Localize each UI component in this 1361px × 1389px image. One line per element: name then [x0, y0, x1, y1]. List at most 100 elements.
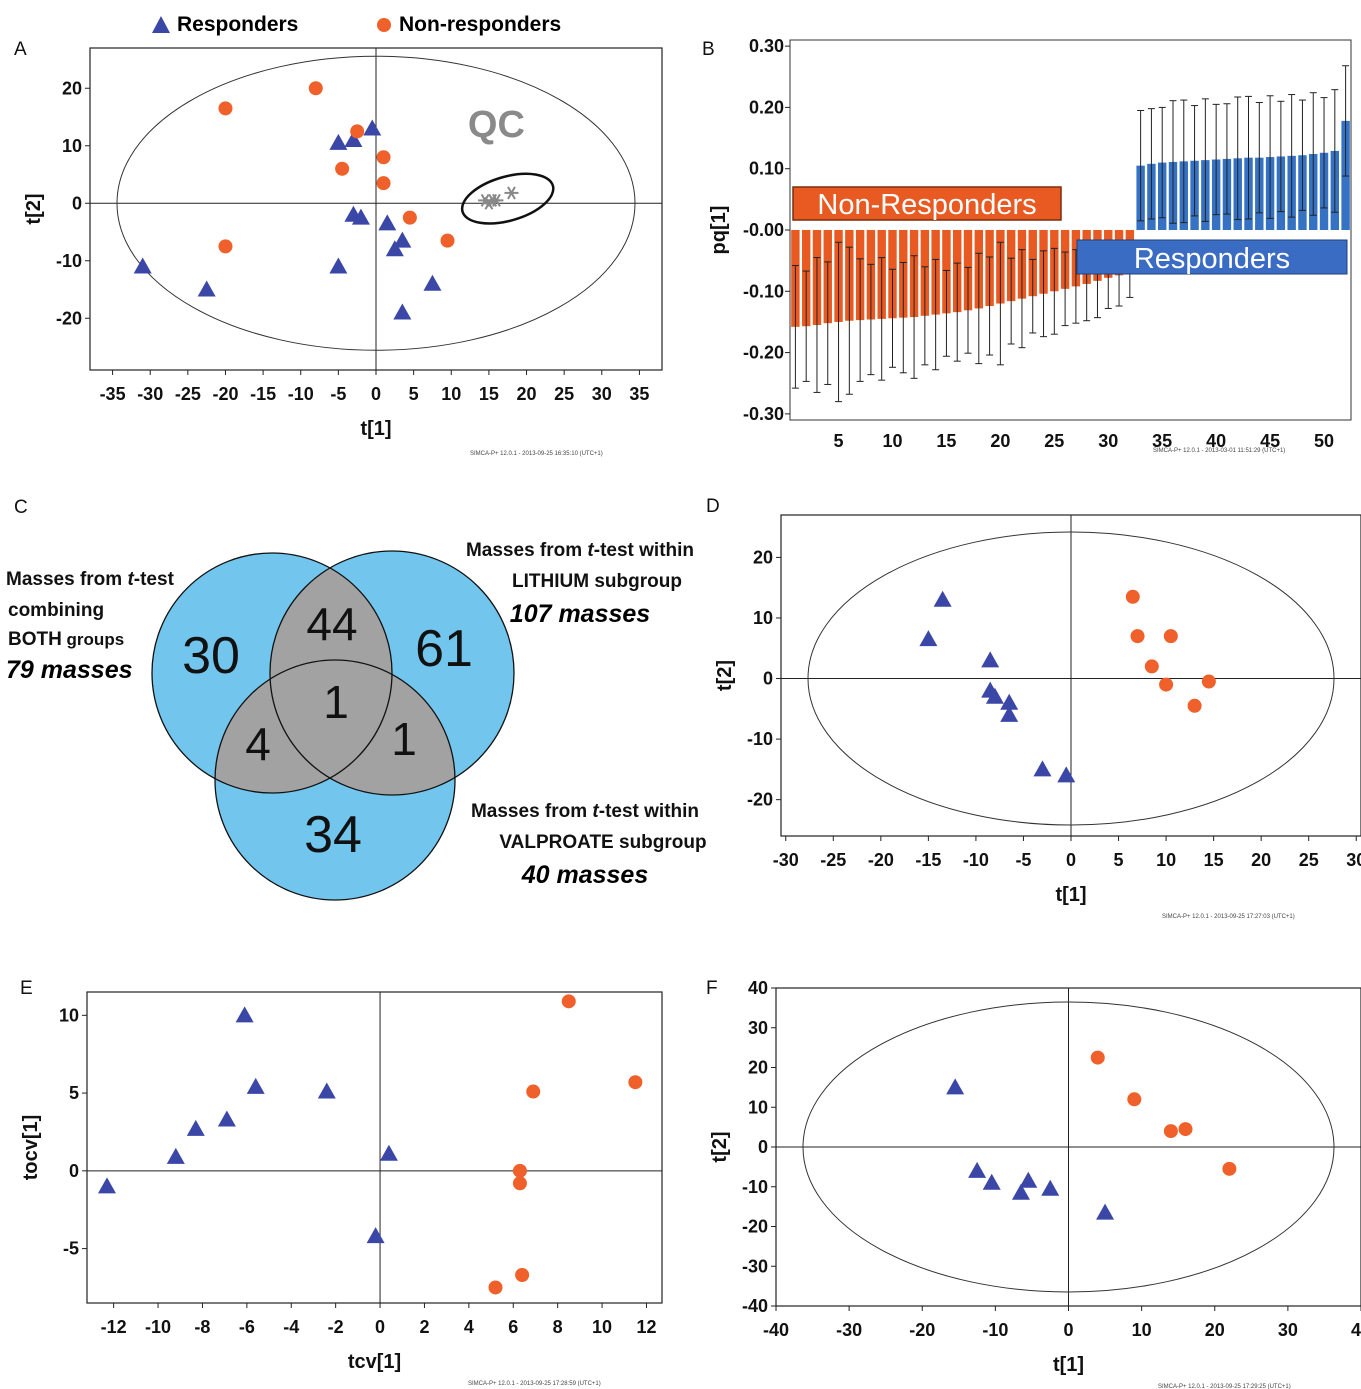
y-tick-label: 10 — [62, 136, 82, 156]
responder-point — [166, 1147, 185, 1164]
y-tick-label: -30 — [742, 1256, 768, 1276]
x-tick-label: 40 — [1206, 431, 1226, 451]
x-tick-label: 20 — [990, 431, 1010, 451]
responders-box — [1076, 239, 1348, 275]
responder-point — [393, 231, 412, 248]
non-responder-point — [628, 1075, 643, 1090]
non-responder-point — [308, 81, 323, 96]
y-tick-label: 20 — [753, 547, 773, 567]
panel-a: A -35 -30 -25 -20 -15 -10 -5 0 5 10 15 20 25 30 35 -20 -1… — [14, 39, 663, 457]
responder-point — [97, 1177, 116, 1194]
panel-b: B -0.30 -0.20 -0.10 -0.00 0.10 0.20 0.30 5 10 15 20… — [702, 36, 1352, 454]
y-axis-label: t[2] — [709, 1131, 731, 1162]
responder-point — [235, 1006, 254, 1023]
non-responder-point — [561, 994, 576, 1009]
responder-point — [985, 687, 1004, 704]
qc-star-stroke — [480, 193, 490, 207]
non-responder-point — [335, 161, 350, 176]
venn-note-part: t — [127, 569, 134, 590]
responder-point — [379, 1144, 398, 1161]
x-tick-label: -25 — [175, 384, 201, 404]
responder-point — [317, 1082, 336, 1099]
x-tick-label: 8 — [553, 1317, 563, 1337]
venn-count-valproate-only: 34 — [304, 806, 362, 864]
non-responder-point — [1090, 1050, 1105, 1065]
responder-point — [423, 274, 442, 291]
venn-note-valproate-line2: VALPROATE subgroup — [499, 832, 706, 853]
x-tick-label: 20 — [1205, 1320, 1225, 1340]
x-tick-label: 6 — [508, 1317, 518, 1337]
software-stamp: SIMCA-P+ 12.0.1 - 2013-03-01 11:51:29 (U… — [1153, 448, 1285, 454]
x-tick-label: -5 — [1015, 850, 1031, 870]
x-tick-label: -20 — [212, 384, 238, 404]
x-tick-label: 25 — [554, 384, 574, 404]
software-stamp: SIMCA-P+ 12.0.1 - 2013-09-25 17:29:25 (U… — [1158, 1384, 1291, 1389]
x-tick-label: -25 — [820, 850, 846, 870]
non-responder-point — [376, 150, 391, 165]
non-responders-box-label: Non-Responders — [817, 189, 1036, 221]
y-tick-label: -0.10 — [743, 281, 784, 301]
venn-count-both-valproate: 4 — [245, 718, 271, 770]
qc-point — [504, 186, 519, 200]
y-tick-label: 10 — [753, 608, 773, 628]
x-axis-label: tcv[1] — [348, 1351, 401, 1373]
venn-note-valproate-line1: Masses from t-test within — [471, 801, 699, 822]
panel-letter: B — [702, 39, 715, 60]
venn-note-part: subgroup — [589, 571, 682, 592]
hotelling-ellipse — [802, 1001, 1335, 1293]
venn-note-part: groups — [62, 630, 124, 649]
responder-point — [197, 280, 216, 297]
x-axis-label: t[1] — [1055, 884, 1086, 906]
responder-point — [351, 208, 370, 225]
non-responder-point — [512, 1163, 527, 1178]
venn-note-part: VALPROATE — [499, 832, 613, 853]
non-responder-point — [1222, 1161, 1237, 1176]
x-tick-label: 30 — [1346, 850, 1361, 870]
x-tick-label: 25 — [1299, 850, 1319, 870]
venn-note-part: combining — [8, 600, 104, 621]
venn-set-outline — [269, 550, 515, 796]
responder-point — [133, 257, 152, 274]
x-tick-label: -15 — [250, 384, 276, 404]
x-tick-label: 20 — [517, 384, 537, 404]
venn-note-part: t — [587, 540, 594, 561]
x-tick-label: -4 — [283, 1317, 299, 1337]
non-responder-point — [440, 233, 455, 248]
x-tick-label: -15 — [915, 850, 941, 870]
x-tick-label: 30 — [592, 384, 612, 404]
non-responder-point — [402, 210, 417, 225]
y-axis-label: t[2] — [714, 660, 736, 691]
y-tick-label: -0.00 — [743, 220, 784, 240]
x-tick-label: -5 — [330, 384, 346, 404]
y-tick-label: 20 — [62, 78, 82, 98]
responder-point — [919, 630, 938, 647]
y-tick-label: 0 — [763, 669, 773, 689]
panel-e: E -12 -10 -8 -6 -4 -2 0 2 4 6 8 10 12 -5 0 5 10 tcv[1] tocv… — [20, 978, 663, 1387]
x-tick-label: -20 — [909, 1320, 935, 1340]
responder-point — [1000, 705, 1019, 722]
venn-note-both-line3: BOTH groups — [8, 629, 124, 650]
x-tick-label: 10 — [1156, 850, 1176, 870]
venn-count-both-lithium: 44 — [306, 598, 357, 650]
responder-point — [981, 651, 1000, 668]
x-tick-label: 50 — [1314, 431, 1334, 451]
y-tick-label: 30 — [748, 1018, 768, 1038]
non-responder-point — [512, 1176, 527, 1191]
venn-note-lithium-line2: LITHIUM subgroup — [512, 571, 682, 592]
non-responder-point — [218, 101, 233, 116]
panel-letter: D — [706, 496, 720, 517]
responder-point — [329, 133, 348, 150]
responder-point — [1000, 693, 1019, 710]
x-tick-label: 10 — [1132, 1320, 1152, 1340]
responder-point — [933, 590, 952, 607]
x-tick-label: 12 — [636, 1317, 656, 1337]
x-tick-label: 15 — [936, 431, 956, 451]
software-stamp: SIMCA-P+ 12.0.1 - 2013-09-25 17:28:59 (U… — [468, 1381, 601, 1387]
non-responders-box — [792, 186, 1062, 221]
x-tick-label: -20 — [868, 850, 894, 870]
y-tick-label: 10 — [748, 1097, 768, 1117]
non-responder-point — [218, 239, 233, 254]
responder-point — [363, 119, 382, 136]
responder-point — [246, 1077, 265, 1094]
